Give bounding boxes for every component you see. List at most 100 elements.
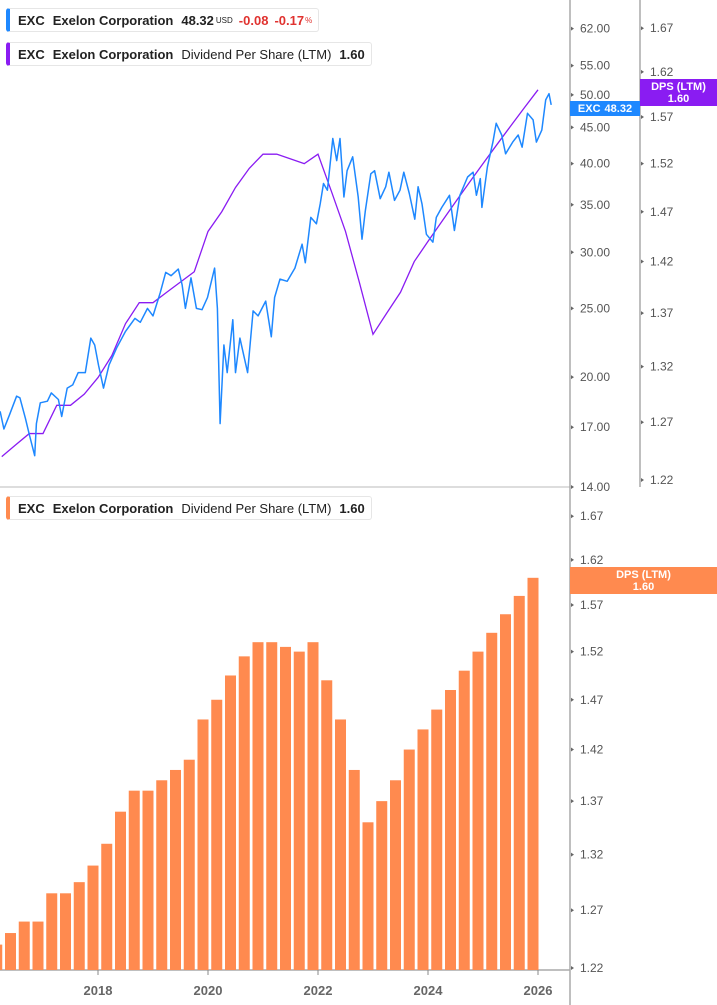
price-tick-label: 35.00: [580, 198, 610, 212]
dps-tick-label: 1.22: [650, 473, 674, 487]
price-tick: [571, 375, 574, 380]
dps-bar: [0, 944, 3, 970]
dps-bar: [46, 893, 58, 970]
dps-tick-label: 1.57: [650, 110, 674, 124]
legend-ticker: EXC: [18, 46, 45, 62]
bar-axis-tick: [571, 799, 574, 804]
dps-tag-bottom: DPS (LTM) 1.60: [570, 567, 717, 594]
bar-axis-tick: [571, 557, 574, 562]
legend-company: Exelon Corporation: [52, 46, 174, 62]
dps-bar: [293, 651, 305, 970]
dps-bar: [128, 790, 140, 970]
bar-axis-tick: [571, 514, 574, 519]
x-tick-label: 2018: [84, 983, 113, 998]
dps-bar: [252, 642, 264, 970]
dps-tag-label: DPS (LTM): [651, 80, 706, 93]
x-tick-label: 2022: [304, 983, 333, 998]
dps-bar: [403, 749, 415, 970]
price-tick-label: 14.00: [580, 480, 610, 494]
x-tick-label: 2020: [194, 983, 223, 998]
x-tick-label: 2024: [414, 983, 444, 998]
legend-company: Exelon Corporation: [52, 500, 174, 516]
dps-tick-label: 1.62: [650, 65, 674, 79]
dps-bar: [307, 642, 319, 970]
dps-bar: [445, 689, 456, 970]
dps-tick: [641, 478, 644, 482]
dps-legend-top[interactable]: EXC Exelon Corporation Dividend Per Shar…: [6, 42, 372, 66]
price-tag-label: EXC: [577, 102, 601, 115]
bar-axis-tick: [571, 603, 574, 608]
legend-ticker: EXC: [18, 500, 45, 516]
price-tick: [571, 26, 574, 31]
dps-bar: [335, 719, 346, 970]
bar-axis-tick: [571, 966, 574, 970]
bar-axis-tick: [571, 852, 574, 857]
dps-legend-bottom[interactable]: EXC Exelon Corporation Dividend Per Shar…: [6, 496, 372, 520]
dps-tick-label: 1.67: [650, 21, 674, 35]
dps-tick: [641, 26, 644, 31]
legend-metric: Dividend Per Share (LTM): [181, 46, 332, 62]
dps-bar: [486, 632, 498, 970]
dps-tick: [641, 69, 644, 74]
dps-bar: [5, 933, 16, 970]
dps-tick: [641, 259, 644, 264]
dps-tick-label: 1.37: [650, 306, 674, 320]
price-tick-label: 30.00: [580, 245, 610, 259]
dps-tick: [641, 364, 644, 369]
dps-bar: [500, 614, 511, 970]
price-tick: [571, 250, 574, 255]
price-tag-value: 48.32: [604, 102, 633, 115]
legend-pct-sign: %: [305, 15, 313, 25]
dps-bar: [348, 769, 360, 970]
dps-tick: [641, 161, 644, 166]
bar-axis-tick-label: 1.42: [580, 743, 604, 757]
price-tag: EXC 48.32: [570, 101, 640, 116]
dps-tick-label: 1.32: [650, 360, 674, 374]
dps-bar: [321, 680, 333, 970]
dps-bar: [101, 843, 113, 970]
price-legend[interactable]: EXC Exelon Corporation 48.32 USD -0.08 -…: [6, 8, 320, 32]
dps-bar: [87, 865, 99, 970]
price-tick-label: 25.00: [580, 301, 610, 315]
price-line: [0, 92, 552, 457]
price-tick: [571, 125, 574, 130]
dps-tag-value: 1.60: [632, 580, 655, 593]
legend-metric: Dividend Per Share (LTM): [181, 500, 332, 516]
legend-ticker: EXC: [18, 12, 45, 28]
legend-company: Exelon Corporation: [52, 12, 174, 28]
dps-bar: [527, 577, 539, 970]
price-tick: [571, 306, 574, 311]
dps-tick-label: 1.52: [650, 157, 674, 171]
dps-bar: [376, 801, 388, 970]
dps-tick: [641, 420, 644, 425]
price-tick: [571, 63, 574, 68]
dps-bar: [32, 921, 44, 970]
price-tick-label: 17.00: [580, 420, 610, 434]
dps-bar: [115, 811, 126, 970]
price-tick-label: 40.00: [580, 157, 610, 171]
bar-axis-tick: [571, 697, 574, 702]
bar-axis-tick-label: 1.22: [580, 961, 604, 975]
dps-tick-label: 1.47: [650, 205, 674, 219]
dps-bar: [156, 780, 168, 970]
legend-value: 1.60: [339, 46, 365, 62]
dps-bar: [458, 670, 470, 970]
price-tick: [571, 161, 574, 166]
bar-axis-tick-label: 1.37: [580, 794, 604, 808]
bar-axis-tick-label: 1.62: [580, 553, 604, 567]
bar-axis-tick-label: 1.57: [580, 598, 604, 612]
legend-change: -0.08: [238, 12, 269, 28]
dps-bar: [417, 729, 429, 970]
bar-axis-tick-label: 1.67: [580, 509, 604, 523]
dps-bar: [18, 921, 30, 970]
dps-bar: [472, 651, 484, 970]
dps-tick-label: 1.42: [650, 255, 674, 269]
bar-axis-tick-label: 1.52: [580, 645, 604, 659]
bar-axis-tick-label: 1.27: [580, 903, 604, 917]
bar-axis-tick: [571, 908, 574, 913]
dps-bar: [238, 656, 250, 970]
price-tick-label: 50.00: [580, 88, 610, 102]
legend-currency: USD: [215, 15, 233, 25]
dps-bar: [73, 882, 85, 970]
price-tick-label: 45.00: [580, 120, 610, 134]
